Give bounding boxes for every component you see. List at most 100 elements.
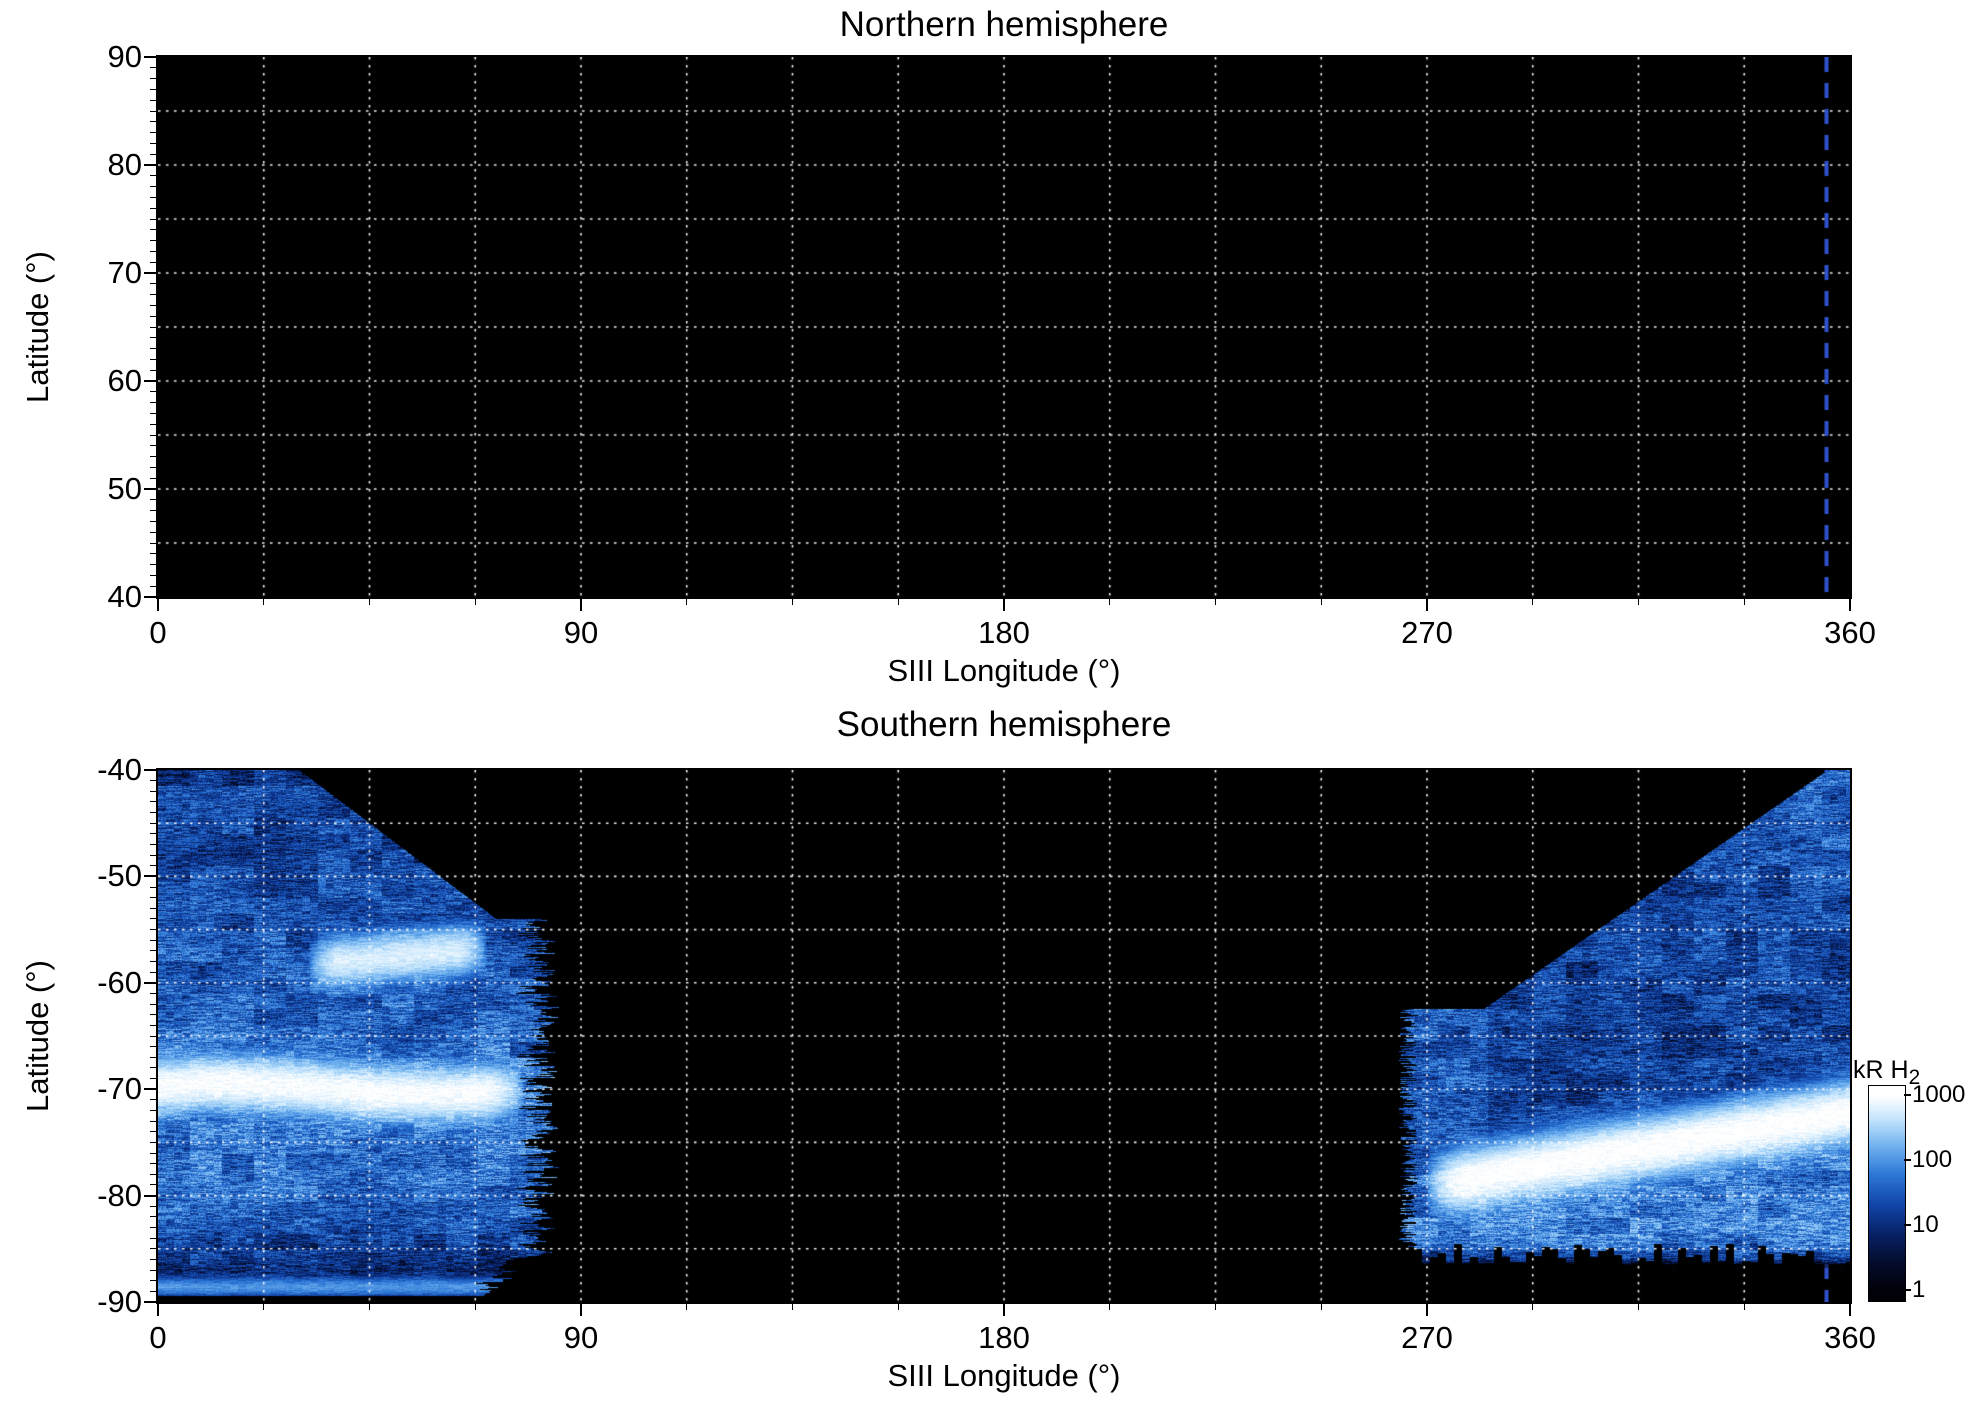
y-minor-tick (150, 1163, 158, 1165)
colorbar-tick (1904, 1224, 1911, 1227)
x-minor-tick (369, 1302, 370, 1310)
y-minor-tick (150, 261, 158, 263)
y-minor-tick (150, 564, 158, 566)
colorbar-label-sub: 2 (1908, 1066, 1921, 1089)
y-minor-tick (150, 1227, 158, 1229)
y-minor-tick (150, 510, 158, 512)
y-minor-tick (150, 196, 158, 198)
y-minor-tick (150, 801, 158, 803)
y-minor-tick (150, 971, 158, 973)
x-minor-tick (1743, 597, 1745, 605)
y-tick-label: -90 (97, 1284, 142, 1319)
y-minor-tick (150, 186, 158, 188)
x-major-tick (1849, 597, 1851, 611)
y-minor-tick (150, 99, 158, 101)
x-minor-tick (1638, 1302, 1639, 1310)
y-minor-tick (150, 520, 158, 522)
y-minor-tick (150, 240, 158, 242)
y-minor-tick (150, 929, 158, 931)
x-minor-tick (1109, 597, 1111, 605)
x-minor-tick (1743, 1302, 1745, 1310)
y-minor-tick (150, 456, 158, 458)
x-minor-tick (474, 1302, 476, 1310)
x-major-tick (1003, 597, 1005, 611)
y-tick-label: -70 (97, 1071, 142, 1107)
y-minor-tick (150, 1152, 158, 1154)
y-minor-tick (150, 218, 158, 220)
x-major-tick (157, 1302, 159, 1316)
y-major-tick (144, 769, 158, 771)
y-minor-tick (150, 1173, 158, 1175)
y-minor-tick (150, 1109, 158, 1111)
y-minor-tick (150, 132, 158, 134)
y-minor-tick (150, 1078, 158, 1080)
y-tick-label: -80 (97, 1177, 142, 1213)
y-minor-tick (150, 833, 158, 835)
y-minor-tick (150, 939, 158, 941)
x-major-tick (157, 597, 159, 611)
y-minor-tick (150, 574, 158, 576)
y-minor-tick (150, 1003, 158, 1005)
y-minor-tick (150, 466, 158, 468)
y-major-tick (144, 488, 158, 490)
y-minor-tick (150, 294, 158, 296)
northern-y-axis-label: Latitude (°) (20, 251, 55, 403)
y-tick-label: 60 (107, 363, 142, 398)
y-major-tick (144, 875, 158, 878)
y-minor-tick (150, 1205, 158, 1207)
y-minor-tick (150, 1014, 158, 1016)
x-tick-label: 0 (149, 615, 167, 650)
southern-plot-canvas (156, 768, 1852, 1304)
y-tick-label: 70 (107, 255, 142, 290)
x-major-tick (580, 597, 582, 611)
x-minor-tick (263, 597, 265, 605)
colorbar-tick (1904, 1158, 1911, 1161)
southern-x-axis-label: SIII Longitude (°) (887, 1358, 1121, 1393)
y-minor-tick (150, 229, 158, 231)
y-minor-tick (150, 1248, 158, 1250)
y-minor-tick (150, 1237, 158, 1239)
x-minor-tick (686, 597, 688, 605)
y-major-tick (144, 1194, 158, 1197)
y-tick-label: 90 (107, 39, 142, 74)
x-minor-tick (897, 1302, 899, 1310)
y-minor-tick (150, 992, 158, 994)
colorbar-label-main: kR H (1853, 1056, 1909, 1084)
y-minor-tick (150, 88, 158, 90)
y-tick-label: -50 (97, 858, 142, 894)
x-tick-label: 270 (1401, 615, 1453, 650)
y-major-tick (144, 1088, 158, 1091)
x-tick-label: 360 (1824, 1320, 1876, 1355)
x-minor-tick (1215, 597, 1216, 605)
x-tick-label: 270 (1401, 1320, 1453, 1355)
y-minor-tick (150, 1067, 158, 1069)
y-minor-tick (150, 283, 158, 285)
y-tick-label: -60 (97, 964, 142, 1000)
y-minor-tick (150, 391, 158, 393)
x-tick-label: 0 (149, 1320, 167, 1355)
y-tick-label: 80 (107, 147, 142, 182)
y-major-tick (144, 596, 158, 598)
y-minor-tick (150, 369, 158, 371)
y-minor-tick (150, 918, 158, 920)
colorbar-tick-label: 10 (1912, 1211, 1939, 1238)
y-major-tick (144, 1301, 158, 1303)
x-minor-tick (897, 597, 899, 605)
x-minor-tick (1320, 597, 1322, 605)
y-minor-tick (150, 1056, 158, 1058)
y-minor-tick (150, 358, 158, 360)
y-minor-tick (150, 1099, 158, 1101)
y-minor-tick (150, 1258, 158, 1260)
x-major-tick (1426, 1302, 1428, 1316)
y-tick-label: -40 (97, 752, 142, 787)
southern-y-axis-label: Latitude (°) (20, 960, 55, 1112)
y-tick-label: 50 (107, 471, 142, 506)
y-minor-tick (150, 822, 158, 824)
northern-plot-canvas (156, 55, 1852, 599)
y-minor-tick (150, 110, 158, 112)
y-minor-tick (150, 1269, 158, 1271)
colorbar-tick-label: 1000 (1912, 1081, 1966, 1108)
y-minor-tick (150, 477, 158, 479)
y-major-tick (144, 164, 158, 166)
y-minor-tick (150, 585, 158, 587)
